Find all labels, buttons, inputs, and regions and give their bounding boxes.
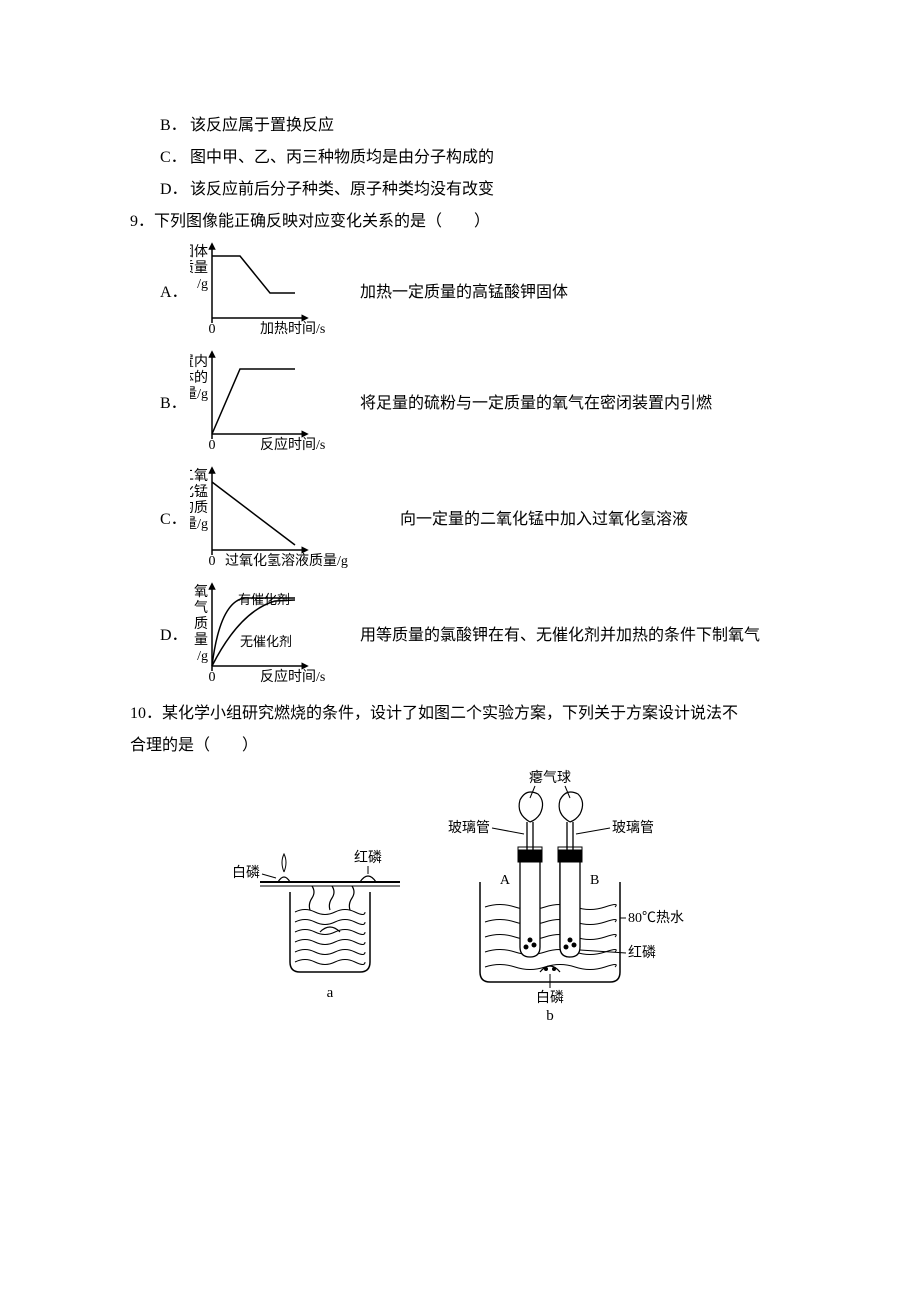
question-text: 某化学小组研究燃烧的条件，设计了如图二个实验方案，下列关于方案设计说法不 — [162, 705, 738, 722]
option-letter: D． — [160, 174, 190, 206]
svg-text:a: a — [327, 985, 334, 1001]
svg-text:量: 量 — [194, 632, 208, 648]
chart-desc: 加热一定质量的高锰酸钾固体 — [350, 277, 790, 309]
svg-text:玻璃管: 玻璃管 — [612, 819, 654, 836]
question-text: 合理的是（ ） — [130, 737, 258, 754]
svg-text:反应时间/s: 反应时间/s — [260, 436, 325, 453]
question-number: 10． — [130, 705, 162, 722]
svg-text:A: A — [500, 873, 511, 888]
svg-text:红磷: 红磷 — [354, 850, 382, 866]
option-text: 该反应前后分子种类、原子种类均没有改变 — [190, 174, 790, 206]
chart-b: 装置内 气体的 质量/g 0 反应时间/s — [190, 344, 350, 464]
chart-desc: 向一定量的二氧化锰中加入过氧化氢溶液 — [390, 504, 790, 536]
svg-text:二氧: 二氧 — [190, 468, 208, 484]
svg-text:玻璃管: 玻璃管 — [448, 819, 490, 836]
q9-option-b: B． 装置内 气体的 质量/g 0 反应时间/s 将足量的硫粉与一定质量的氧气在… — [130, 344, 790, 464]
svg-text:0: 0 — [209, 322, 216, 337]
q8-option-b: B． 该反应属于置换反应 — [130, 110, 790, 142]
chart-c: 二氧 化锰 的质 量/g 0 过氧化氢溶液质量/g — [190, 460, 390, 580]
option-text: 图中甲、乙、丙三种物质均是由分子构成的 — [190, 142, 790, 174]
question-number: 9． — [130, 213, 154, 230]
svg-text:气体的: 气体的 — [190, 370, 208, 386]
apparatus-a: 白磷 红磷 a — [232, 850, 400, 1001]
svg-text:气: 气 — [194, 600, 208, 616]
svg-text:b: b — [546, 1008, 554, 1022]
svg-text:过氧化氢溶液质量/g: 过氧化氢溶液质量/g — [225, 553, 348, 569]
svg-text:反应时间/s: 反应时间/s — [260, 668, 325, 685]
q9-option-d: D． 氧 气 质 量 /g 0 反应时间/s 有催化剂 无催化剂 用等质量的氯酸… — [130, 576, 790, 696]
q10-stem-line1: 10．某化学小组研究燃烧的条件，设计了如图二个实验方案，下列关于方案设计说法不 — [130, 698, 790, 730]
option-letter: B． — [160, 388, 190, 420]
svg-text:0: 0 — [209, 438, 216, 453]
q9-option-a: A． 固体 质量 /g 0 加热时间/s 加热一定质量的高锰酸钾固体 — [130, 238, 790, 348]
option-letter: A． — [160, 277, 190, 309]
svg-text:红磷: 红磷 — [628, 945, 656, 961]
svg-text:B: B — [590, 873, 599, 888]
svg-text:白磷: 白磷 — [232, 865, 260, 881]
svg-text:化锰: 化锰 — [190, 484, 208, 500]
svg-text:80℃热水: 80℃热水 — [628, 910, 684, 926]
svg-text:装置内: 装置内 — [190, 354, 208, 370]
chart-desc: 用等质量的氯酸钾在有、无催化剂并加热的条件下制氧气 — [350, 620, 790, 652]
curve-label-no-catalyst: 无催化剂 — [240, 634, 292, 649]
svg-text:固体: 固体 — [190, 244, 208, 260]
apparatus-b: 瘪气球 玻璃管 玻璃管 A B 80℃热水 红磷 白磷 b — [448, 769, 684, 1022]
chart-d: 氧 气 质 量 /g 0 反应时间/s 有催化剂 无催化剂 — [190, 576, 350, 696]
svg-text:0: 0 — [209, 554, 216, 569]
option-letter: D． — [160, 620, 190, 652]
option-letter: C． — [160, 142, 190, 174]
curve-label-catalyst: 有催化剂 — [238, 592, 290, 607]
q8-option-c: C． 图中甲、乙、丙三种物质均是由分子构成的 — [130, 142, 790, 174]
svg-text:加热时间/s: 加热时间/s — [260, 321, 325, 337]
svg-text:/g: /g — [197, 277, 208, 292]
page-content: B． 该反应属于置换反应 C． 图中甲、乙、丙三种物质均是由分子构成的 D． 该… — [0, 0, 920, 1094]
svg-text:白磷: 白磷 — [536, 990, 564, 1006]
q10-stem-line2: 合理的是（ ） — [130, 730, 790, 762]
combustion-diagram: 白磷 红磷 a — [220, 762, 700, 1022]
svg-text:量/g: 量/g — [190, 516, 208, 532]
q9-stem: 9．下列图像能正确反映对应变化关系的是（ ） — [130, 206, 790, 238]
chart-desc: 将足量的硫粉与一定质量的氧气在密闭装置内引燃 — [350, 388, 790, 420]
q9-option-c: C． 二氧 化锰 的质 量/g 0 过氧化氢溶液质量/g 向一定量的二氧化锰中加… — [130, 460, 790, 580]
svg-text:质量/g: 质量/g — [190, 386, 208, 402]
question-text: 下列图像能正确反映对应变化关系的是（ ） — [154, 213, 490, 230]
option-text: 该反应属于置换反应 — [190, 110, 790, 142]
svg-text:瘪气球: 瘪气球 — [529, 769, 571, 786]
svg-text:质量: 质量 — [190, 260, 208, 276]
option-letter: B． — [160, 110, 190, 142]
q10-figure: 白磷 红磷 a — [130, 762, 790, 1034]
svg-text:/g: /g — [197, 649, 208, 664]
svg-text:氧: 氧 — [194, 584, 208, 600]
svg-text:0: 0 — [209, 670, 216, 685]
q8-option-d: D． 该反应前后分子种类、原子种类均没有改变 — [130, 174, 790, 206]
svg-text:质: 质 — [194, 616, 208, 632]
svg-text:的质: 的质 — [190, 500, 208, 516]
option-letter: C． — [160, 504, 190, 536]
chart-a: 固体 质量 /g 0 加热时间/s — [190, 238, 350, 348]
